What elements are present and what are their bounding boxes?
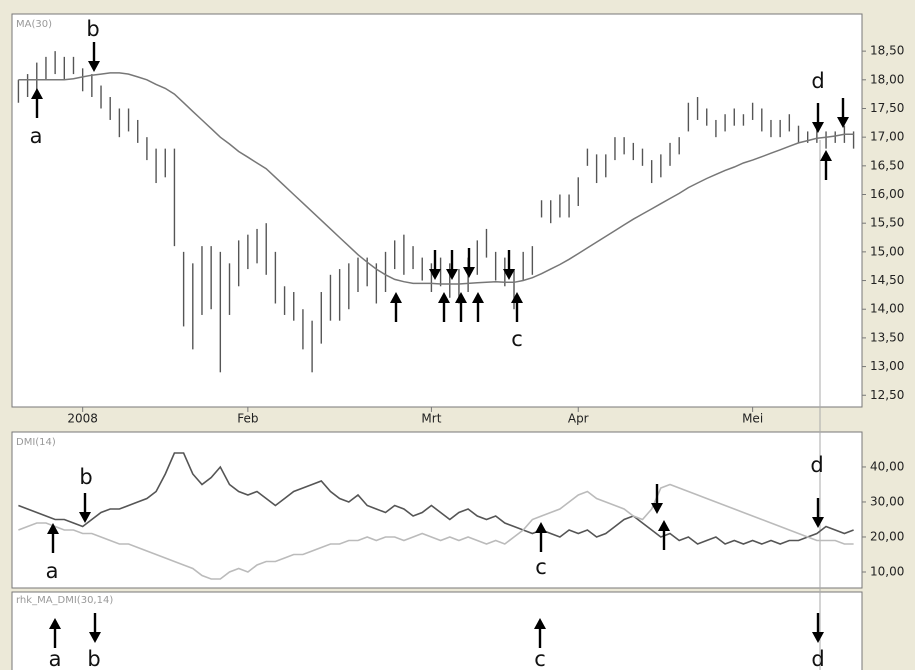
annotation: c <box>534 647 546 670</box>
annotation: d <box>811 647 824 670</box>
x-tick-label: Feb <box>237 412 258 426</box>
pane-title: rhk_MA_DMI(30,14) <box>16 595 113 606</box>
x-tick-label: Mei <box>742 412 763 426</box>
annotation: d <box>811 69 824 93</box>
pane-title: DMI(14) <box>16 437 56 448</box>
y-tick-label: 15,50 <box>870 216 904 230</box>
y-tick-label: 14,00 <box>870 302 904 316</box>
pane-title: MA(30) <box>16 19 52 30</box>
annotation: a <box>49 647 62 670</box>
marks: 12,50 13,00 13,50 14,00 14,50 15,00 15,50 16,00… <box>17 44 904 580</box>
y-tick-label: 17,50 <box>870 101 904 115</box>
y-tick-label: 14,50 <box>870 273 904 287</box>
signal-pane <box>11 591 863 670</box>
dmi-line <box>18 452 854 545</box>
annotation: b <box>87 647 100 670</box>
y-tick-label: 18,50 <box>870 44 904 58</box>
annotation: c <box>511 327 523 351</box>
x-tick-label: Apr <box>568 412 589 426</box>
y-tick-label: 12,50 <box>870 388 904 402</box>
dmi-line <box>18 483 854 580</box>
annotation: c <box>535 555 547 579</box>
y-tick-label: 13,00 <box>870 359 904 373</box>
y-tick-label: 10,00 <box>870 564 904 578</box>
y-tick-label: 30,00 <box>870 494 904 508</box>
y-tick-label: 40,00 <box>870 459 904 473</box>
y-tick-label: 20,00 <box>870 529 904 543</box>
y-tick-label: 13,50 <box>870 330 904 344</box>
annotation: a <box>30 124 43 148</box>
y-tick-label: 17,00 <box>870 130 904 144</box>
annotation: a <box>46 559 59 583</box>
y-tick-label: 16,50 <box>870 158 904 172</box>
x-tick-label: 2008 <box>67 412 98 426</box>
annotation: d <box>810 453 823 477</box>
price-pane <box>11 13 863 408</box>
annotation: b <box>79 465 92 489</box>
y-tick-label: 15,00 <box>870 244 904 258</box>
y-tick-label: 18,00 <box>870 72 904 86</box>
x-tick-label: Mrt <box>421 412 441 426</box>
moving-average <box>18 72 854 285</box>
annotation: b <box>86 17 99 41</box>
y-tick-label: 16,00 <box>870 187 904 201</box>
